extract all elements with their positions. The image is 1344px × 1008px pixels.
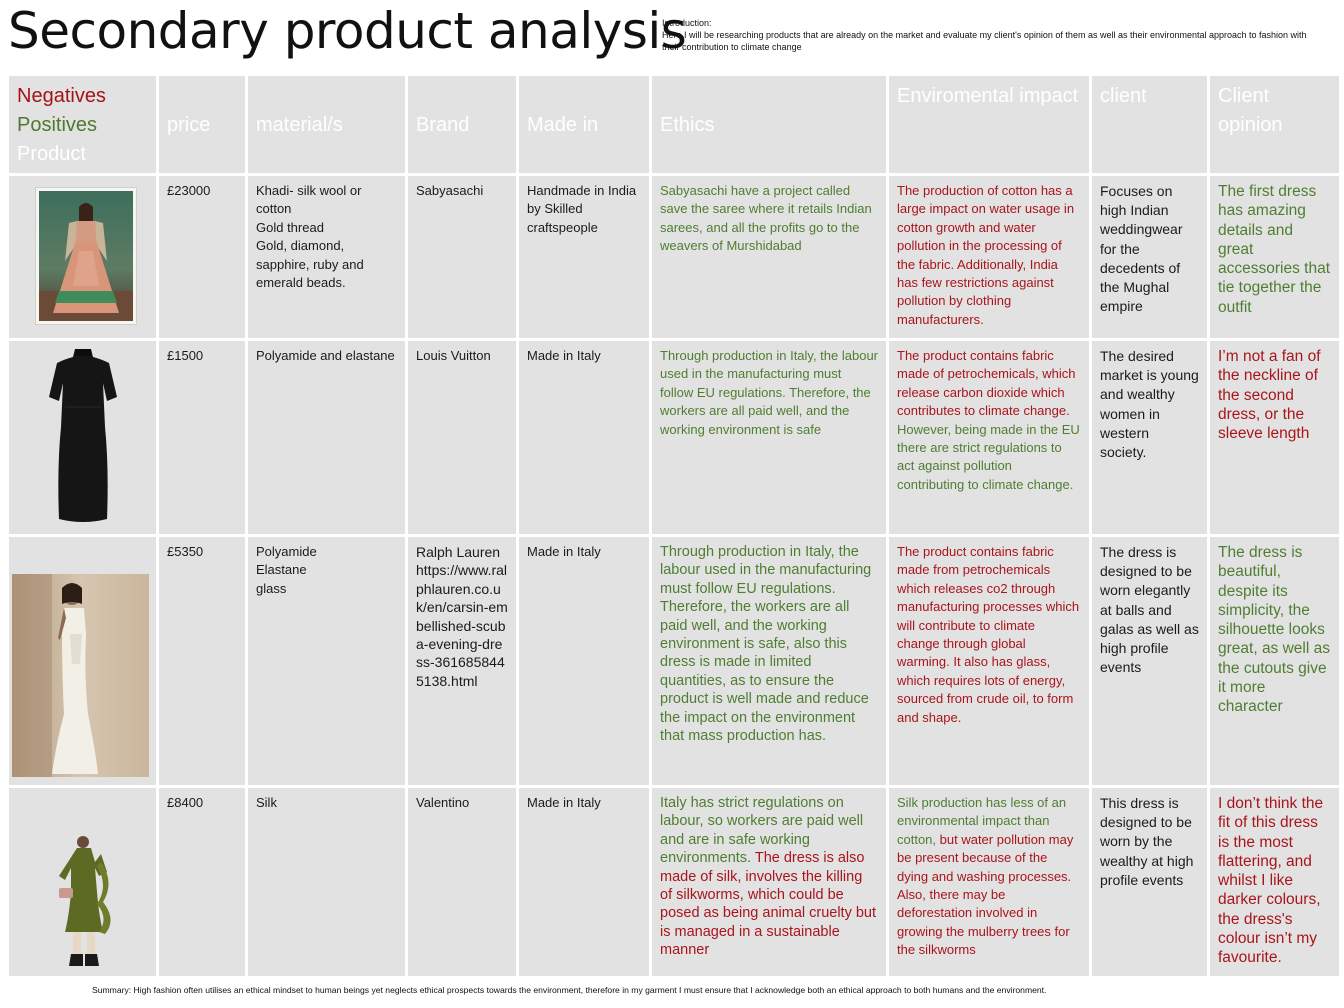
summary-text: Summary: High fashion often utilises an … [92, 985, 1047, 995]
environmental-impact-cell: The product contains fabric made from pe… [889, 537, 1089, 785]
environmental-negative-text: but water pollution may be present becau… [897, 831, 1074, 958]
environmental-impact-header: Enviromental impact [889, 76, 1089, 173]
product-image-cell [9, 537, 156, 785]
table-row: £5350 Polyamide Elastane glass Ralph Lau… [9, 537, 1339, 785]
ethics-cell: Through production in Italy, the labour … [652, 341, 886, 534]
brand-cell: Valentino [408, 788, 516, 976]
product-analysis-table: Negatives Positives Product price materi… [6, 73, 1342, 979]
ethics-negative-text: The dress is also made of silk, involves… [660, 850, 877, 959]
environmental-positive-text: Silk production has less of an environme… [897, 795, 1067, 847]
product-header: Product [17, 143, 86, 165]
material-cell: Polyamide and elastane [248, 341, 405, 534]
material-item: Polyamide and elastane [256, 348, 395, 363]
table-row: £23000 Khadi- silk wool or cotton Gold t… [9, 176, 1339, 338]
client-cell: This dress is designed to be worn by the… [1092, 788, 1207, 976]
material-cell: Polyamide Elastane glass [248, 537, 405, 785]
ethics-cell: Italy has strict regulations on labour, … [652, 788, 886, 976]
black-short-dress-image [43, 347, 123, 527]
ethics-positive-text: Italy has strict regulations on labour, … [660, 795, 864, 867]
made-in-cell: Made in Italy [519, 341, 649, 534]
positives-legend: Positives [17, 114, 98, 136]
ethics-cell: Through production in Italy, the labour … [652, 537, 886, 785]
made-in-cell: Handmade in India by Skilled craftspeopl… [519, 176, 649, 338]
embroidered-lehenga-image [35, 187, 137, 325]
material-item: Gold, diamond, sapphire, ruby and emeral… [256, 238, 364, 291]
header-row: Negatives Positives Product price materi… [9, 76, 1339, 173]
ethics-cell: Sabyasachi have a project called save th… [652, 176, 886, 338]
page-title: Secondary product analysis [8, 2, 687, 60]
material-header: material/s [248, 76, 405, 173]
brand-cell: Louis Vuitton [408, 341, 516, 534]
environmental-positive-text: However, being made in the EU there are … [897, 421, 1080, 492]
client-cell: Focuses on high Indian weddingwear for t… [1092, 176, 1207, 338]
client-opinion-cell: The first dress has amazing details and … [1210, 176, 1339, 338]
environmental-impact-cell: The production of cotton has a large imp… [889, 176, 1089, 338]
intro-text: Here I will be researching products that… [662, 30, 1307, 52]
intro-label: Introduction: [662, 18, 712, 28]
material-item: Polyamide [256, 544, 317, 559]
environmental-impact-cell: Silk production has less of an environme… [889, 788, 1089, 976]
material-item: Gold thread [256, 219, 324, 235]
made-in-header: Made in [519, 76, 649, 173]
price-cell: £5350 [159, 537, 245, 785]
ethics-header: Ethics [652, 76, 886, 173]
made-in-cell: Made in Italy [519, 788, 649, 976]
table-row: £1500 Polyamide and elastane Louis Vuitt… [9, 341, 1339, 534]
price-cell: £23000 [159, 176, 245, 338]
material-item: Khadi- silk wool or cotton [256, 183, 362, 217]
material-item: Silk [256, 795, 277, 810]
brand-header: Brand [408, 76, 516, 173]
material-cell: Silk [248, 788, 405, 976]
brand-cell: Sabyasachi [408, 176, 516, 338]
product-image-cell [9, 788, 156, 976]
environmental-negative-text: The product contains fabric made of petr… [897, 348, 1076, 419]
olive-ruffle-dress-image [25, 832, 153, 972]
negatives-legend: Negatives [17, 85, 106, 107]
product-image-cell [9, 341, 156, 534]
client-opinion-header: Client opinion [1210, 76, 1339, 173]
white-evening-gown-image [12, 574, 149, 777]
introduction: Introduction: Here I will be researching… [662, 17, 1322, 53]
product-image-cell [9, 176, 156, 338]
legend-cell: Negatives Positives Product [9, 76, 156, 173]
client-opinion-cell: The dress is beautiful, despite its simp… [1210, 537, 1339, 785]
material-item: glass [256, 580, 287, 596]
client-cell: The desired market is young and wealthy … [1092, 341, 1207, 534]
price-header: price [159, 76, 245, 173]
material-item: Elastane [256, 562, 307, 578]
table-row: £8400 Silk Valentino Made in Italy Italy… [9, 788, 1339, 976]
client-opinion-cell: I’m not a fan of the neckline of the sec… [1210, 341, 1339, 534]
material-cell: Khadi- silk wool or cotton Gold thread G… [248, 176, 405, 338]
environmental-impact-cell: The product contains fabric made of petr… [889, 341, 1089, 534]
price-cell: £1500 [159, 341, 245, 534]
brand-cell: Ralph Lauren https://www.ralphlauren.co.… [408, 537, 516, 785]
client-header: client [1092, 76, 1207, 173]
made-in-cell: Made in Italy [519, 537, 649, 785]
price-cell: £8400 [159, 788, 245, 976]
client-opinion-cell: I don’t think the fit of this dress is t… [1210, 788, 1339, 976]
client-cell: The dress is designed to be worn elegant… [1092, 537, 1207, 785]
